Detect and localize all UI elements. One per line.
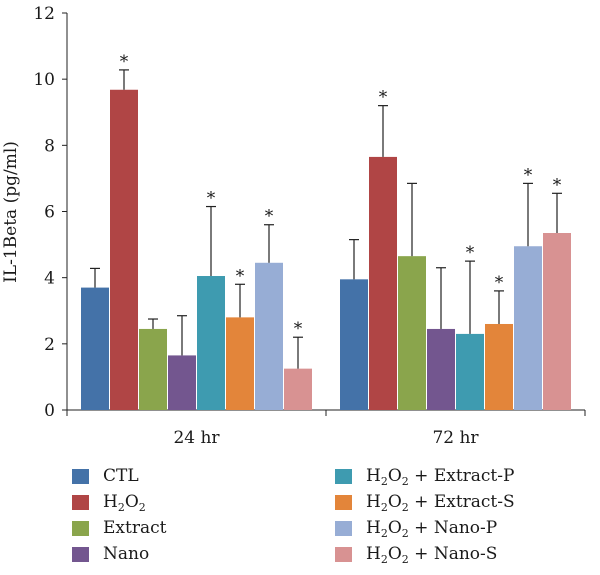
- bar-h2o2-nano-p-1: [514, 246, 542, 410]
- bar-nano-0: [168, 355, 196, 410]
- bar-h2o2-extract-s-1: [485, 323, 513, 410]
- y-tick-label: 0: [44, 401, 55, 421]
- bar-h2o2-nano-s-1: [543, 233, 571, 410]
- y-tick-label: 2: [44, 335, 55, 355]
- bar-h2o2-nano-s-0: [284, 368, 312, 410]
- significance-marker: *: [236, 266, 245, 286]
- y-tick-label: 12: [33, 4, 55, 24]
- y-tick-label: 6: [44, 203, 55, 223]
- x-tick-label: 72 hr: [432, 428, 479, 448]
- significance-marker: *: [120, 52, 129, 72]
- significance-marker: *: [553, 175, 562, 195]
- bar-h2o2-extract-p-1: [456, 333, 484, 410]
- bar-h2o2-1: [369, 156, 397, 410]
- significance-marker: *: [466, 243, 475, 263]
- significance-marker: *: [265, 207, 274, 227]
- y-axis-label: IL-1Beta (pg/ml): [1, 141, 21, 283]
- bar-h2o2-extract-s-0: [226, 317, 254, 410]
- bar-ctl-1: [340, 279, 368, 410]
- y-tick-label: 8: [44, 136, 55, 156]
- bars-group: * * * * * * * * * *: [81, 52, 571, 411]
- axes: 0 2 4 6 8 10 12 24 hr 72 hr: [33, 4, 586, 448]
- significance-marker: *: [294, 319, 303, 339]
- significance-marker: *: [379, 88, 388, 108]
- bar-h2o2-extract-p-0: [197, 276, 225, 410]
- significance-marker: *: [495, 273, 504, 293]
- bar-h2o2-0: [110, 89, 138, 411]
- bar-ctl-0: [81, 287, 109, 410]
- bar-extract-0: [139, 328, 167, 410]
- bar-nano-1: [427, 328, 455, 410]
- bar-h2o2-nano-p-0: [255, 262, 283, 410]
- bar-extract-1: [398, 256, 426, 410]
- y-tick-label: 10: [33, 70, 55, 90]
- y-tick-label: 4: [44, 269, 55, 289]
- x-tick-label: 24 hr: [173, 428, 220, 448]
- significance-marker: *: [524, 165, 533, 185]
- significance-marker: *: [207, 189, 216, 209]
